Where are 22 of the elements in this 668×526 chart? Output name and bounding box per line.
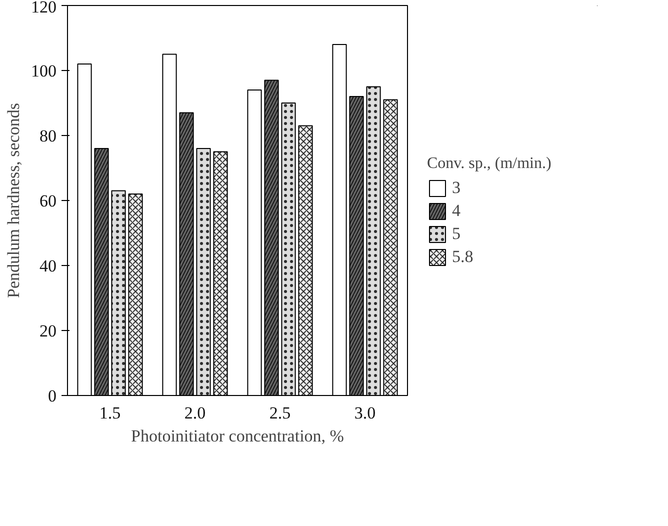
- x-axis-title: Photoinitiator concentration, %: [131, 426, 344, 446]
- y-tick-label: 80: [40, 126, 56, 146]
- y-tick-label: 20: [40, 322, 56, 340]
- y-tick-label: 40: [40, 256, 56, 276]
- x-tick-label: 2.0: [184, 404, 206, 422]
- legend-label: 4: [452, 201, 462, 221]
- legend-label: 3: [452, 178, 462, 198]
- x-tick-label: 1.5: [99, 404, 121, 422]
- y-tick-label: 60: [40, 192, 56, 210]
- y-tick-label: 120: [31, 0, 56, 16]
- y-tick-label: 0: [48, 386, 56, 406]
- bar: [162, 54, 177, 396]
- legend-label: 5.8: [452, 247, 474, 267]
- x-tick-label: 2.5: [269, 404, 291, 422]
- y-axis-title: Pendulum hardness, seconds: [4, 102, 23, 298]
- legend-label: 5: [452, 224, 462, 244]
- bar: [332, 44, 347, 396]
- y-tick-label: 100: [31, 62, 56, 80]
- legend-title: Conv. sp., (m/min.): [427, 155, 552, 173]
- bar: [77, 64, 92, 396]
- x-tick-label: 3.0: [354, 404, 376, 422]
- bar: [247, 90, 262, 396]
